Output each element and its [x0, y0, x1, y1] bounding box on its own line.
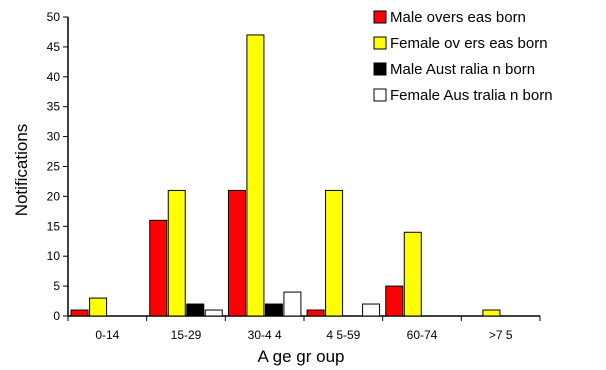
bar [306, 309, 325, 317]
bar [227, 189, 246, 317]
bar [167, 189, 186, 317]
x-tick-label: 4 5-59 [326, 328, 360, 342]
legend-label: Male Aust ralia n born [390, 61, 535, 78]
y-tick-label: 50 [47, 10, 61, 24]
legend-label: Female Aus tralia n born [390, 87, 553, 104]
y-axis-title: Notifications [12, 124, 31, 217]
x-tick-label: 0-14 [95, 328, 119, 342]
legend: Male overs eas born Female ov ers eas bor… [373, 9, 553, 104]
bar [325, 189, 344, 317]
x-tick-label: >7 5 [489, 328, 513, 342]
bar [362, 303, 381, 317]
bar [149, 219, 168, 317]
bar [204, 309, 223, 317]
y-tick-label: 35 [47, 100, 61, 114]
y-tick-label: 5 [53, 279, 60, 293]
legend-label: Female ov ers eas born [390, 35, 548, 52]
bar [70, 309, 89, 317]
y-tick-label: 25 [47, 160, 61, 174]
y-tick-label: 15 [47, 219, 61, 233]
x-tick-label: 15-29 [171, 328, 202, 342]
plot-area: 0 5 10 15 20 25 30 35 40 45 50 0-14 15-29 30-4 4 4 5-5… [47, 10, 541, 342]
legend-swatch [373, 10, 387, 24]
bar [482, 309, 501, 317]
bar [385, 285, 404, 317]
bar [89, 297, 108, 317]
x-tick-label: 60-74 [407, 328, 438, 342]
legend-swatch [373, 62, 387, 76]
x-axis-title: A ge gr oup [258, 347, 345, 366]
y-tick-label: 40 [47, 70, 61, 84]
y-tick-label: 45 [47, 40, 61, 54]
y-tick-label: 20 [47, 189, 61, 203]
legend-label: Male overs eas born [390, 9, 526, 26]
y-tick-label: 30 [47, 130, 61, 144]
bar [283, 291, 302, 317]
y-tick-label: 0 [53, 309, 60, 323]
bar [186, 303, 205, 317]
y-tick-label: 10 [47, 249, 61, 263]
bar [403, 231, 422, 317]
legend-swatch [373, 36, 387, 50]
x-tick-label: 30-4 4 [248, 328, 282, 342]
legend-swatch [373, 88, 387, 102]
bar [264, 303, 283, 317]
bar [246, 34, 265, 317]
